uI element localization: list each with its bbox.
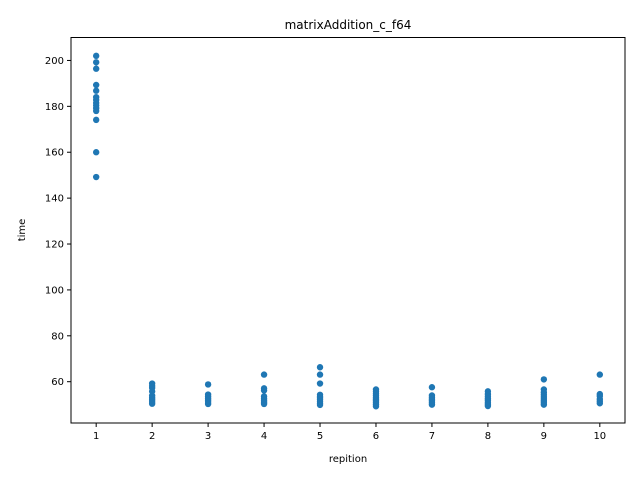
scatter-point xyxy=(372,403,380,410)
y-tick-label: 200 xyxy=(45,56,64,67)
data-points xyxy=(92,52,604,410)
scatter-point xyxy=(92,173,100,181)
scatter-point xyxy=(92,107,100,115)
scatter-point xyxy=(428,384,436,391)
x-tick-label: 8 xyxy=(485,431,491,442)
x-tick-label: 9 xyxy=(541,431,547,442)
scatter-point xyxy=(316,364,324,371)
x-tick-label: 10 xyxy=(593,431,606,442)
scatter-point xyxy=(316,380,324,387)
scatter-point xyxy=(428,401,436,408)
scatter-point xyxy=(148,400,156,407)
scatter-point xyxy=(204,400,212,408)
y-tick-label: 160 xyxy=(45,148,64,159)
x-tick-label: 4 xyxy=(261,431,267,442)
scatter-point xyxy=(92,116,100,124)
scatter-point xyxy=(92,81,100,89)
y-tick-label: 140 xyxy=(45,194,64,205)
y-tick-label: 60 xyxy=(51,377,64,388)
scatter-point xyxy=(540,401,548,408)
scatter-point xyxy=(316,401,324,409)
x-tick-label: 6 xyxy=(373,431,379,442)
scatter-point xyxy=(596,400,604,407)
y-tick-label: 100 xyxy=(45,285,64,296)
scatter-point xyxy=(316,371,324,378)
plot-frame xyxy=(70,37,626,424)
x-tick-label: 2 xyxy=(149,431,155,442)
scatter-point xyxy=(260,400,268,408)
scatter-point xyxy=(260,371,268,378)
y-tick-label: 180 xyxy=(45,102,64,113)
chart-title: matrixAddition_c_f64 xyxy=(285,18,412,32)
scatter-point xyxy=(92,59,100,66)
scatter-point xyxy=(484,402,492,410)
scatter-point xyxy=(92,52,100,60)
x-tick-label: 7 xyxy=(429,431,435,442)
axes: 1 2 3 4 5 6 7 8 9 10 60 80 100 120 140 160 180 200 xyxy=(45,56,606,442)
x-tick-label: 1 xyxy=(93,431,99,442)
x-tick-label: 3 xyxy=(205,431,211,442)
scatter-point xyxy=(92,65,100,72)
scatter-point xyxy=(540,376,548,383)
scatter-point xyxy=(204,381,212,388)
x-axis-label: repition xyxy=(329,454,367,465)
scatter-point xyxy=(92,149,100,156)
y-tick-label: 80 xyxy=(51,331,64,342)
scatter-point xyxy=(260,387,268,394)
x-tick-label: 5 xyxy=(317,431,323,442)
y-axis-label: time xyxy=(17,219,28,242)
scatter-point xyxy=(596,371,604,378)
scatter-point xyxy=(92,87,100,94)
y-tick-label: 120 xyxy=(45,240,64,251)
